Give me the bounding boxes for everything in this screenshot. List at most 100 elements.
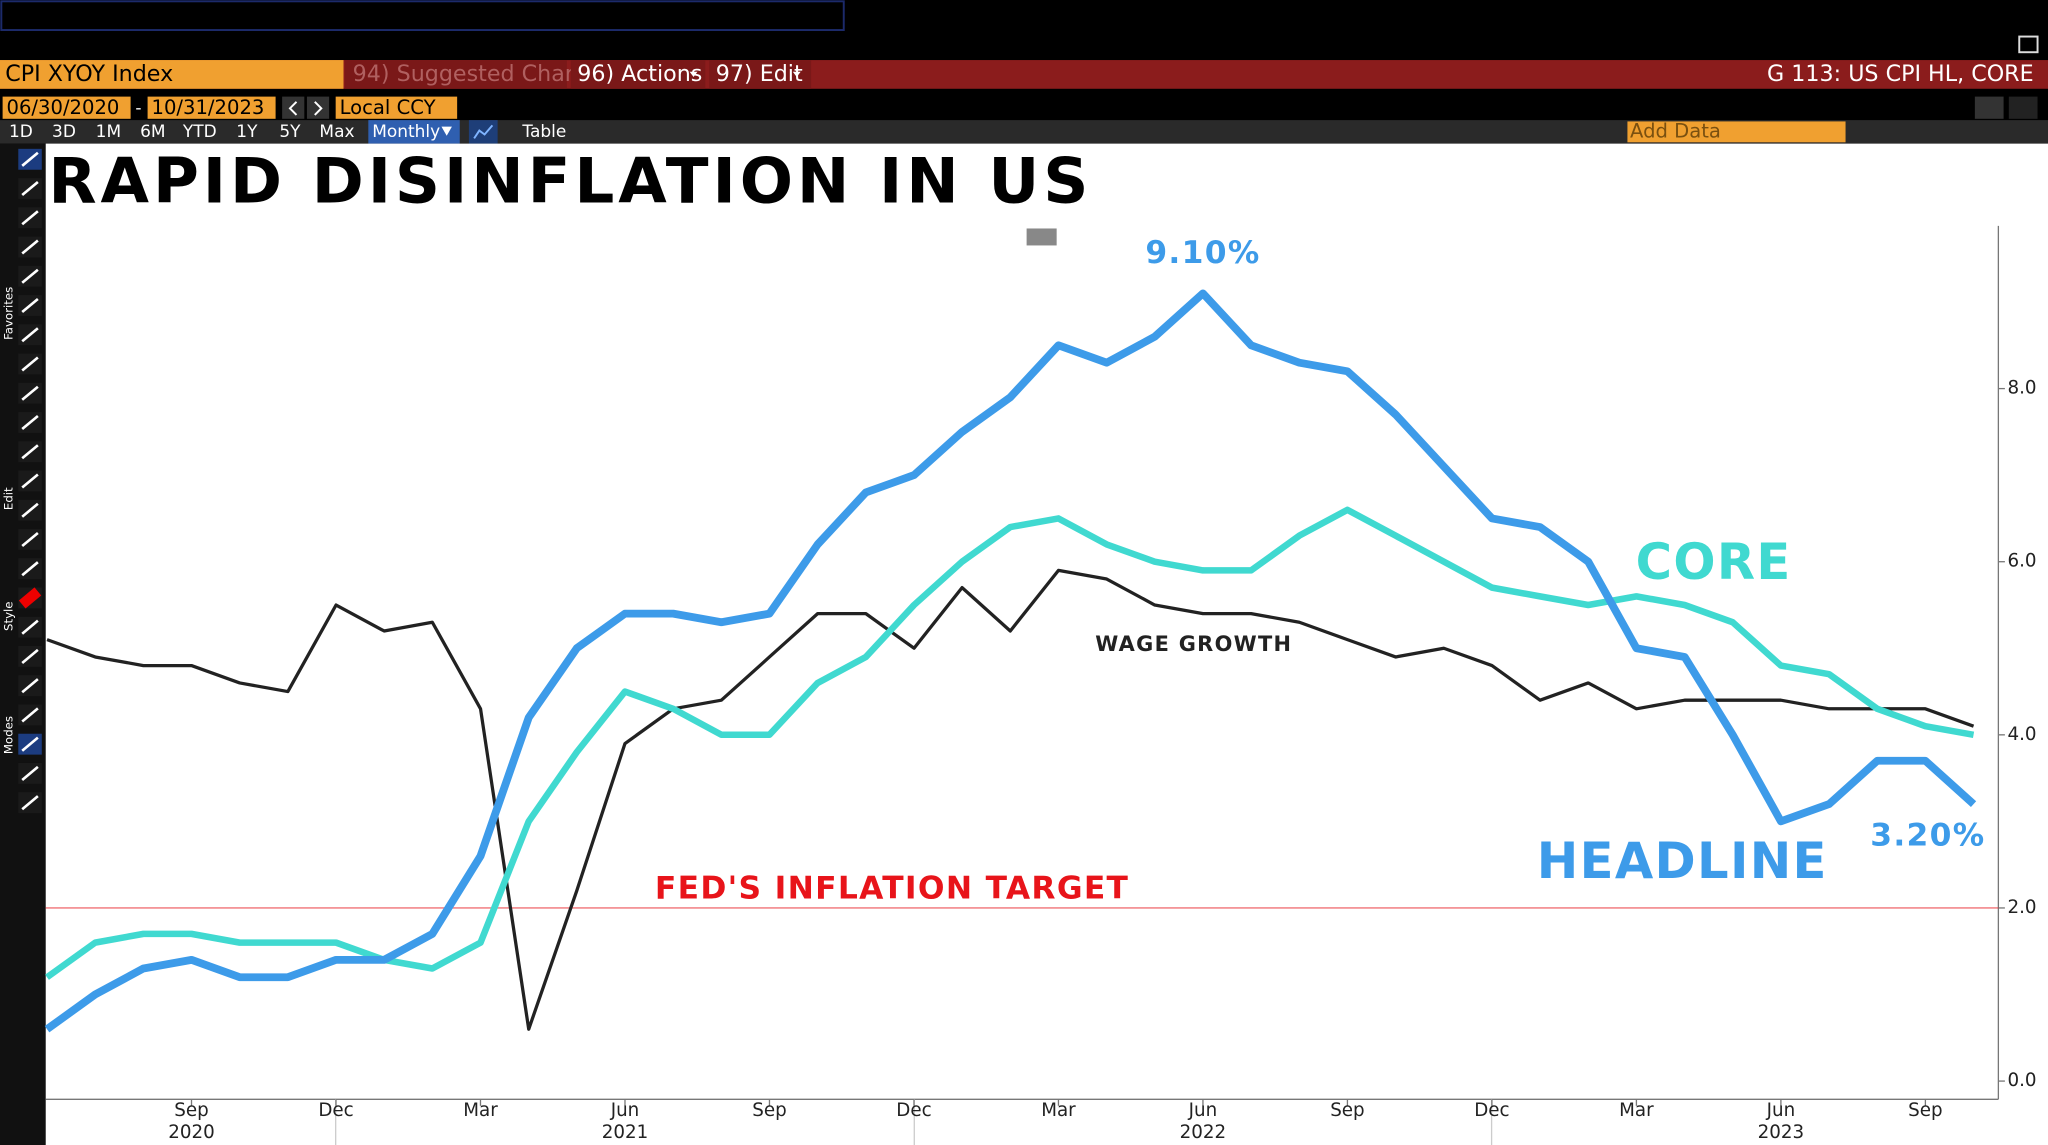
y-tick-label: 8.0	[2008, 378, 2037, 399]
dropdown-arrow	[689, 71, 698, 78]
menu-item[interactable]: 97) Edit	[716, 61, 803, 87]
frequency-button[interactable]	[368, 120, 460, 144]
side-label: Style	[2, 601, 16, 631]
x-tick-label: Dec	[1474, 1100, 1509, 1121]
start-date[interactable]: 06/30/2020	[7, 96, 120, 119]
x-tick-label: Jun	[610, 1100, 640, 1121]
redo-button[interactable]	[2008, 96, 2038, 119]
period-bar	[0, 120, 2048, 144]
chart-id: G 113: US CPI HL, CORE	[1767, 61, 2034, 87]
menu-item[interactable]: 96) Actions	[577, 61, 702, 87]
value-label: 9.10%	[1145, 235, 1260, 271]
tool-icon	[21, 473, 39, 489]
y-tick-label: 4.0	[2008, 724, 2037, 745]
add-data-field[interactable]	[1627, 121, 1846, 143]
chart-icon	[473, 124, 494, 139]
x-tick-label: Sep	[1330, 1100, 1364, 1121]
frequency[interactable]: Monthly	[372, 122, 440, 142]
value-label: 3.20%	[1870, 818, 1985, 854]
prev-button[interactable]	[282, 96, 305, 119]
tool-icon	[21, 356, 39, 372]
tool-icon	[21, 385, 39, 401]
tool-icon	[21, 327, 39, 343]
y-tick-label: 6.0	[2008, 551, 2037, 572]
x-tick-label: Mar	[1041, 1100, 1076, 1121]
dropdown-arrow	[792, 71, 801, 78]
ticker-field[interactable]	[0, 60, 344, 89]
date-separator: -	[135, 98, 141, 118]
y-tick-label: 0.0	[2008, 1070, 2037, 1091]
menu-button[interactable]	[344, 60, 567, 89]
chart-title: RAPID DISINFLATION IN US	[48, 144, 1092, 217]
period-button[interactable]: 1Y	[236, 122, 258, 142]
side-label: Favorites	[2, 287, 16, 340]
x-tick-label: Dec	[318, 1100, 353, 1121]
prev-icon	[288, 101, 298, 116]
tool-icon	[21, 210, 39, 226]
add-data[interactable]: Add Data	[1630, 119, 1721, 142]
x-tick-label: Dec	[896, 1100, 931, 1121]
y-tick-label: 2.0	[2008, 897, 2037, 918]
next-button[interactable]	[306, 96, 330, 119]
currency-field[interactable]	[335, 96, 458, 119]
series-label: HEADLINE	[1537, 832, 1828, 890]
x-tick-label: Sep	[752, 1100, 786, 1121]
tool-icon	[21, 561, 39, 577]
tool-icon	[21, 502, 39, 518]
tool-icon	[21, 765, 39, 781]
window-icon[interactable]	[2018, 35, 2039, 54]
period-button[interactable]: Max	[319, 122, 354, 142]
chart-options[interactable]	[1026, 228, 1057, 246]
tool-icon	[21, 707, 39, 723]
series-line	[46, 568, 1975, 1031]
series-line	[45, 506, 1975, 980]
x-tick-label: Sep	[1908, 1100, 1942, 1121]
period-button[interactable]: 1D	[9, 122, 33, 142]
reference-label: FED'S INFLATION TARGET	[655, 871, 1129, 907]
period-button[interactable]: 6M	[140, 122, 165, 142]
chart-area	[45, 143, 2048, 1145]
tool-icon	[21, 678, 39, 694]
tool-icon	[21, 619, 39, 635]
side-label: Modes	[2, 716, 16, 754]
date-field[interactable]	[2, 96, 131, 119]
tool-icon	[21, 444, 39, 460]
period-button[interactable]: 1M	[96, 122, 121, 142]
tool-icon	[21, 297, 39, 314]
period-button[interactable]: 5Y	[279, 122, 301, 142]
side-label: Edit	[2, 487, 16, 510]
chart-type-button[interactable]	[468, 120, 498, 144]
x-tick-label: Jun	[1188, 1100, 1218, 1121]
tool-icon	[21, 414, 39, 431]
ticker[interactable]: CPI XYOY Index	[5, 61, 173, 87]
tool-icon	[21, 180, 39, 197]
tool-icon	[18, 587, 42, 609]
tool-icon	[21, 648, 39, 664]
tool-icon	[21, 795, 39, 811]
tool-icons	[18, 148, 42, 814]
command-line[interactable]	[0, 0, 845, 32]
x-tick-label: Mar	[463, 1100, 498, 1121]
tool-icon	[21, 239, 39, 255]
x-year-label: 2022	[1180, 1122, 1227, 1143]
x-year-label: 2023	[1758, 1122, 1805, 1143]
menu-item[interactable]: 94) Suggested Charts	[353, 61, 595, 87]
currency[interactable]: Local CCY	[340, 96, 436, 119]
end-date[interactable]: 10/31/2023	[152, 96, 265, 119]
x-tick-label: Sep	[174, 1100, 208, 1121]
series-label: WAGE GROWTH	[1095, 632, 1292, 656]
x-tick-label: Mar	[1619, 1100, 1654, 1121]
menu-button[interactable]	[709, 60, 812, 89]
date-field[interactable]	[147, 96, 276, 119]
table-button[interactable]: Table	[521, 122, 566, 142]
undo-button[interactable]	[1974, 96, 2004, 119]
period-button[interactable]: YTD	[182, 122, 217, 142]
menu-button[interactable]	[570, 60, 706, 89]
next-icon	[314, 101, 323, 116]
series-label: CORE	[1636, 533, 1792, 591]
series-line	[44, 289, 1977, 1033]
period-buttons: 1D 3D 1M 6M YTD 1Y 5Y Max	[9, 122, 355, 142]
period-button[interactable]: 3D	[52, 122, 76, 142]
